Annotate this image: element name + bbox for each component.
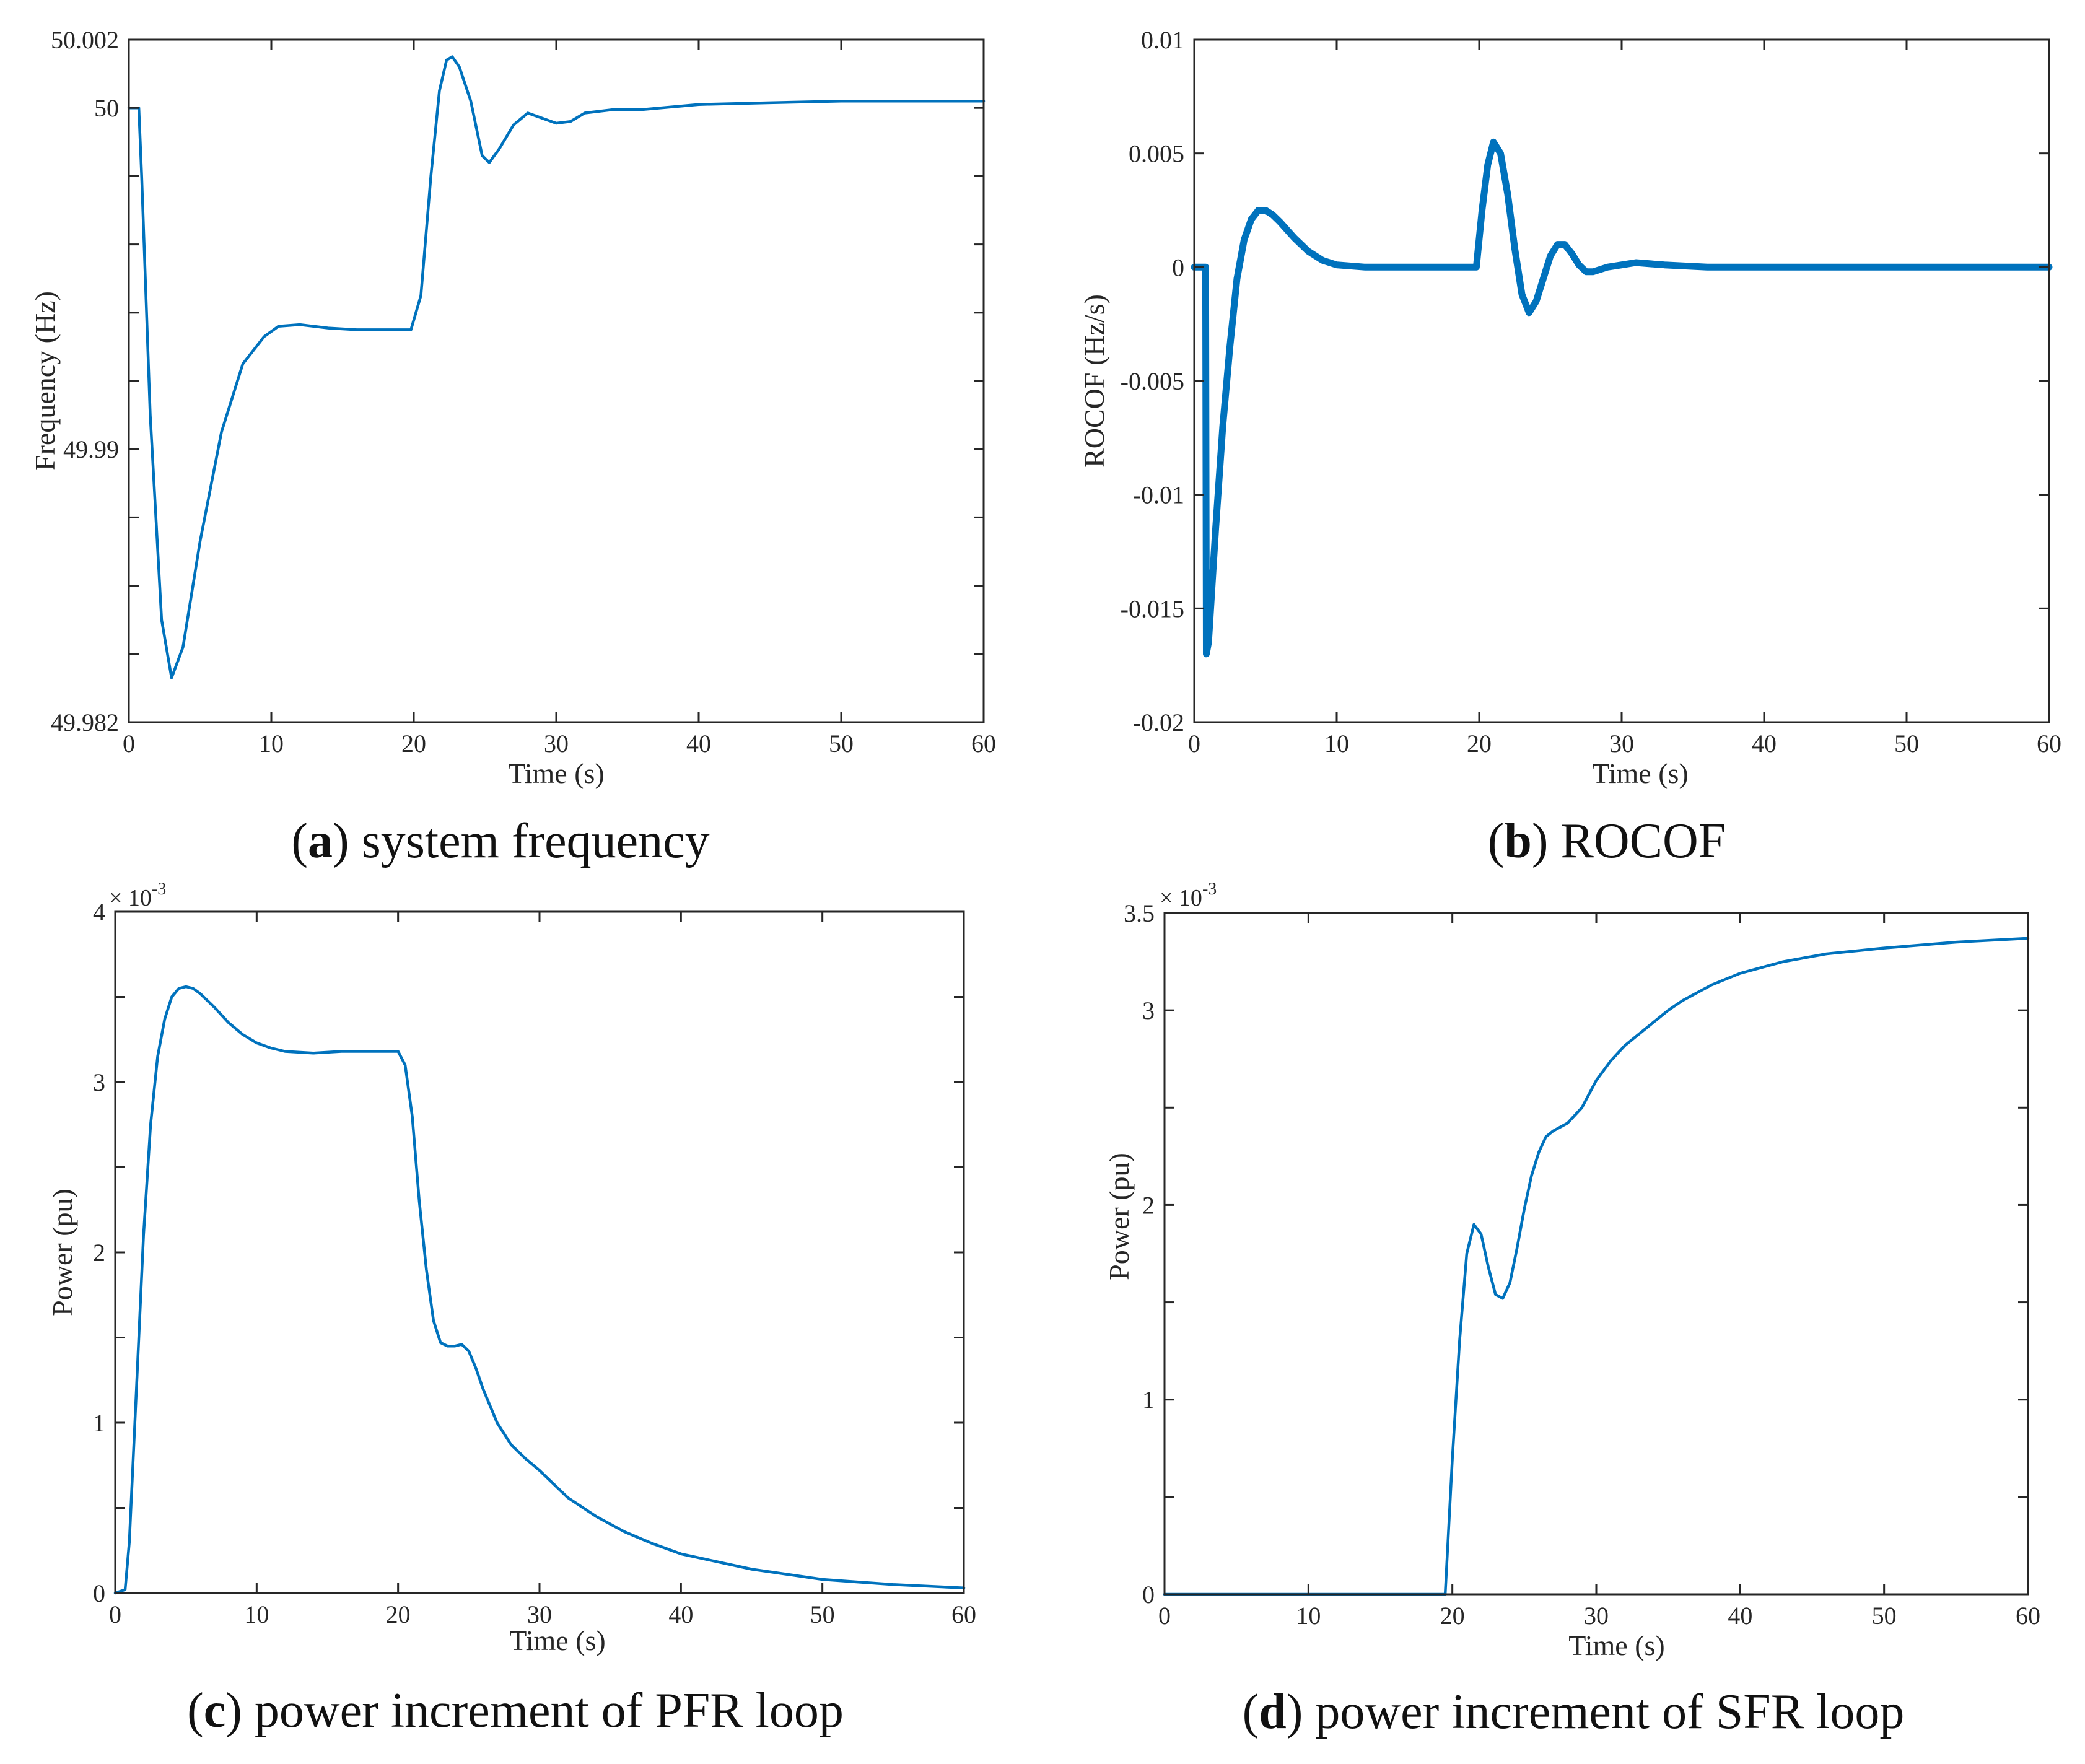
- panel-d-y-axis-label: Power (pu): [1103, 1153, 1135, 1280]
- panel-c-xtick-label: 30: [527, 1600, 552, 1628]
- panel-a-xtick-label: 60: [971, 730, 996, 758]
- panel-b-series-rocof-core: [1192, 141, 2051, 656]
- panel-a-x-axis-label: Time (s): [508, 758, 605, 789]
- panel-c-ytick-label: 1: [93, 1409, 105, 1437]
- panel-b-caption-letter: b: [1504, 814, 1532, 868]
- panel-c-series-pfr_power: [113, 985, 966, 1595]
- panel-c-caption-letter: c: [204, 1683, 226, 1738]
- panel-c-ytick-label: 2: [93, 1239, 105, 1267]
- panel-d-ytick-label: 2: [1142, 1191, 1155, 1219]
- panel-d-series-layer: [1163, 937, 2030, 1596]
- panel-a-y-axis-label: Frequency (Hz): [29, 291, 61, 471]
- panel-b-series-rocof: [1191, 138, 2053, 658]
- panel-b-series-layer: [1191, 138, 2053, 658]
- panel-b-ytick-label: -0.005: [1121, 367, 1184, 395]
- panel-b-y-axis-label: ROCOF (Hz/s): [1078, 294, 1110, 468]
- panel-b-ytick-label: -0.01: [1133, 481, 1184, 509]
- panel-d-ytick-label: 1: [1142, 1386, 1155, 1414]
- panel-b-ytick-label: 0.005: [1129, 140, 1184, 168]
- panel-b-axes-frame: [1193, 38, 2050, 723]
- panel-d-ytick-label: 3: [1142, 997, 1155, 1024]
- panel-a-xtick-label: 0: [123, 730, 135, 758]
- panel-c-x-axis-label: Time (s): [509, 1625, 606, 1656]
- panel-c-y-axis-label: Power (pu): [46, 1189, 78, 1316]
- panel-c-axes-frame: [114, 910, 965, 1594]
- panel-c-ytick-label: 3: [93, 1068, 105, 1096]
- panel-b-ticks: 0 10 20 30 40 50 60 -0.02 -0.015 -0.01 -0.005 0 0.00…: [1121, 26, 2061, 758]
- panel-b-caption: (b) ROCOF: [1488, 814, 1726, 868]
- panel-c-series-layer: [113, 985, 966, 1595]
- panel-a-axes-frame: [128, 38, 985, 723]
- panel-b-xtick-label: 30: [1609, 730, 1634, 758]
- panel-a-xtick-label: 40: [686, 730, 711, 758]
- panel-a: 0 10 20 30 40 50 60 49.982 49.99 50 50.002 Time (s…: [29, 26, 996, 868]
- panel-b-xtick-label: 0: [1188, 730, 1200, 758]
- panel-c-caption-text: power increment of PFR loop: [255, 1683, 844, 1738]
- panel-b-x-axis-label: Time (s): [1592, 758, 1689, 789]
- panel-d-x-axis-label: Time (s): [1568, 1630, 1665, 1661]
- panel-d-xtick-label: 40: [1728, 1602, 1752, 1630]
- panel-a-series-layer: [127, 55, 986, 679]
- panel-b-ytick-label: -0.015: [1121, 595, 1184, 622]
- panel-b-ytick-label: 0.01: [1141, 26, 1184, 54]
- panel-d-xtick-label: 60: [2016, 1602, 2040, 1630]
- panel-a-caption-letter: a: [308, 814, 333, 868]
- panel-a-ytick-label: 50.002: [51, 26, 119, 54]
- panel-c-xtick-label: 0: [109, 1600, 121, 1628]
- panel-b-ytick-label: 0: [1172, 253, 1184, 281]
- panel-c: 0 10 20 30 40 50 60 0 1 2 3 4 × 10-3 Time (s) Power…: [46, 880, 976, 1738]
- panel-c-xtick-label: 40: [668, 1600, 693, 1628]
- panel-d-xtick-label: 10: [1296, 1602, 1321, 1630]
- panel-c-xtick-label: 20: [386, 1600, 411, 1628]
- panel-d-caption: (d) power increment of SFR loop: [1243, 1685, 1905, 1739]
- panel-c-xtick-label: 10: [244, 1600, 269, 1628]
- panel-c-xtick-label: 60: [951, 1600, 976, 1628]
- panel-b-xtick-label: 60: [2037, 730, 2061, 758]
- panel-a-xtick-label: 10: [259, 730, 284, 758]
- panel-b-xtick-label: 50: [1894, 730, 1919, 758]
- panel-d-series-sfr_power: [1163, 937, 2030, 1596]
- panel-d-ytick-label: 0: [1142, 1581, 1155, 1609]
- panel-a-caption-text: system frequency: [362, 814, 710, 868]
- panel-a-xtick-label: 30: [544, 730, 569, 758]
- panel-b-caption-text: ROCOF: [1561, 814, 1726, 868]
- panel-b-xtick-label: 10: [1324, 730, 1349, 758]
- panel-d-xtick-label: 20: [1440, 1602, 1465, 1630]
- panel-a-caption: (a) system frequency: [291, 814, 709, 868]
- panel-d-xtick-label: 30: [1584, 1602, 1609, 1630]
- panel-d-ytick-label: 3.5: [1124, 899, 1155, 927]
- panel-a-xtick-label: 20: [401, 730, 426, 758]
- panel-b-xtick-label: 20: [1467, 730, 1492, 758]
- panel-d-caption-text: power increment of SFR loop: [1315, 1685, 1904, 1739]
- panel-d: 0 10 20 30 40 50 60 0 1 2 3 3.5 × 10-3 Time (s) Pow…: [1103, 880, 2040, 1739]
- panel-d-caption-letter: d: [1259, 1685, 1287, 1739]
- panel-c-ticks: 0 10 20 30 40 50 60 0 1 2 3 4: [93, 898, 976, 1628]
- panel-c-caption: (c) power increment of PFR loop: [187, 1683, 844, 1738]
- panel-c-xtick-label: 50: [810, 1600, 835, 1628]
- panel-a-xtick-label: 50: [829, 730, 854, 758]
- panel-d-axes-frame: [1163, 912, 2029, 1596]
- panel-d-exponent-label: × 10-3: [1160, 880, 1217, 911]
- panel-d-xtick-label: 50: [1872, 1602, 1897, 1630]
- panel-c-exponent-label: × 10-3: [109, 880, 166, 911]
- panel-b-xtick-label: 40: [1752, 730, 1777, 758]
- panel-a-ytick-label: 49.982: [51, 709, 119, 736]
- panel-c-exponent-base: × 10: [109, 885, 152, 911]
- panel-a-ticks: 0 10 20 30 40 50 60 49.982 49.99 50 50.002: [51, 26, 996, 758]
- panel-b-ytick-label: -0.02: [1133, 709, 1184, 736]
- panel-c-ytick-label: 4: [93, 898, 105, 926]
- panel-a-ytick-label: 49.99: [63, 435, 119, 463]
- panel-d-exponent-power: -3: [1202, 880, 1217, 899]
- panel-a-ytick-label: 50: [94, 94, 119, 122]
- panel-b: 0 10 20 30 40 50 60 -0.02 -0.015 -0.01 -0.005 0 0.00…: [1078, 26, 2061, 868]
- panel-a-series-frequency: [127, 55, 986, 679]
- panel-c-ytick-label: 0: [93, 1579, 105, 1607]
- panel-d-exponent-base: × 10: [1160, 885, 1202, 911]
- panel-c-exponent-power: -3: [152, 880, 166, 899]
- panel-d-xtick-label: 0: [1158, 1602, 1171, 1630]
- panel-d-ticks: 0 10 20 30 40 50 60 0 1 2 3 3.5: [1124, 899, 2040, 1630]
